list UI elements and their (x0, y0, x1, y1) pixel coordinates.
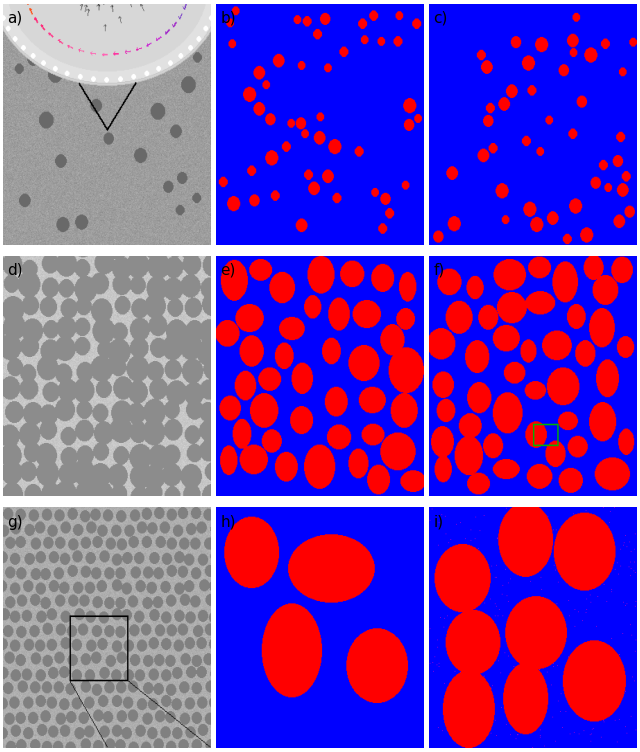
Text: f): f) (433, 262, 444, 277)
Text: i): i) (433, 514, 444, 529)
Text: c): c) (433, 11, 447, 26)
Text: d): d) (7, 262, 23, 277)
Text: h): h) (220, 514, 236, 529)
Text: b): b) (220, 11, 236, 26)
Text: g): g) (7, 514, 23, 529)
Text: e): e) (220, 262, 236, 277)
Text: a): a) (7, 11, 22, 26)
